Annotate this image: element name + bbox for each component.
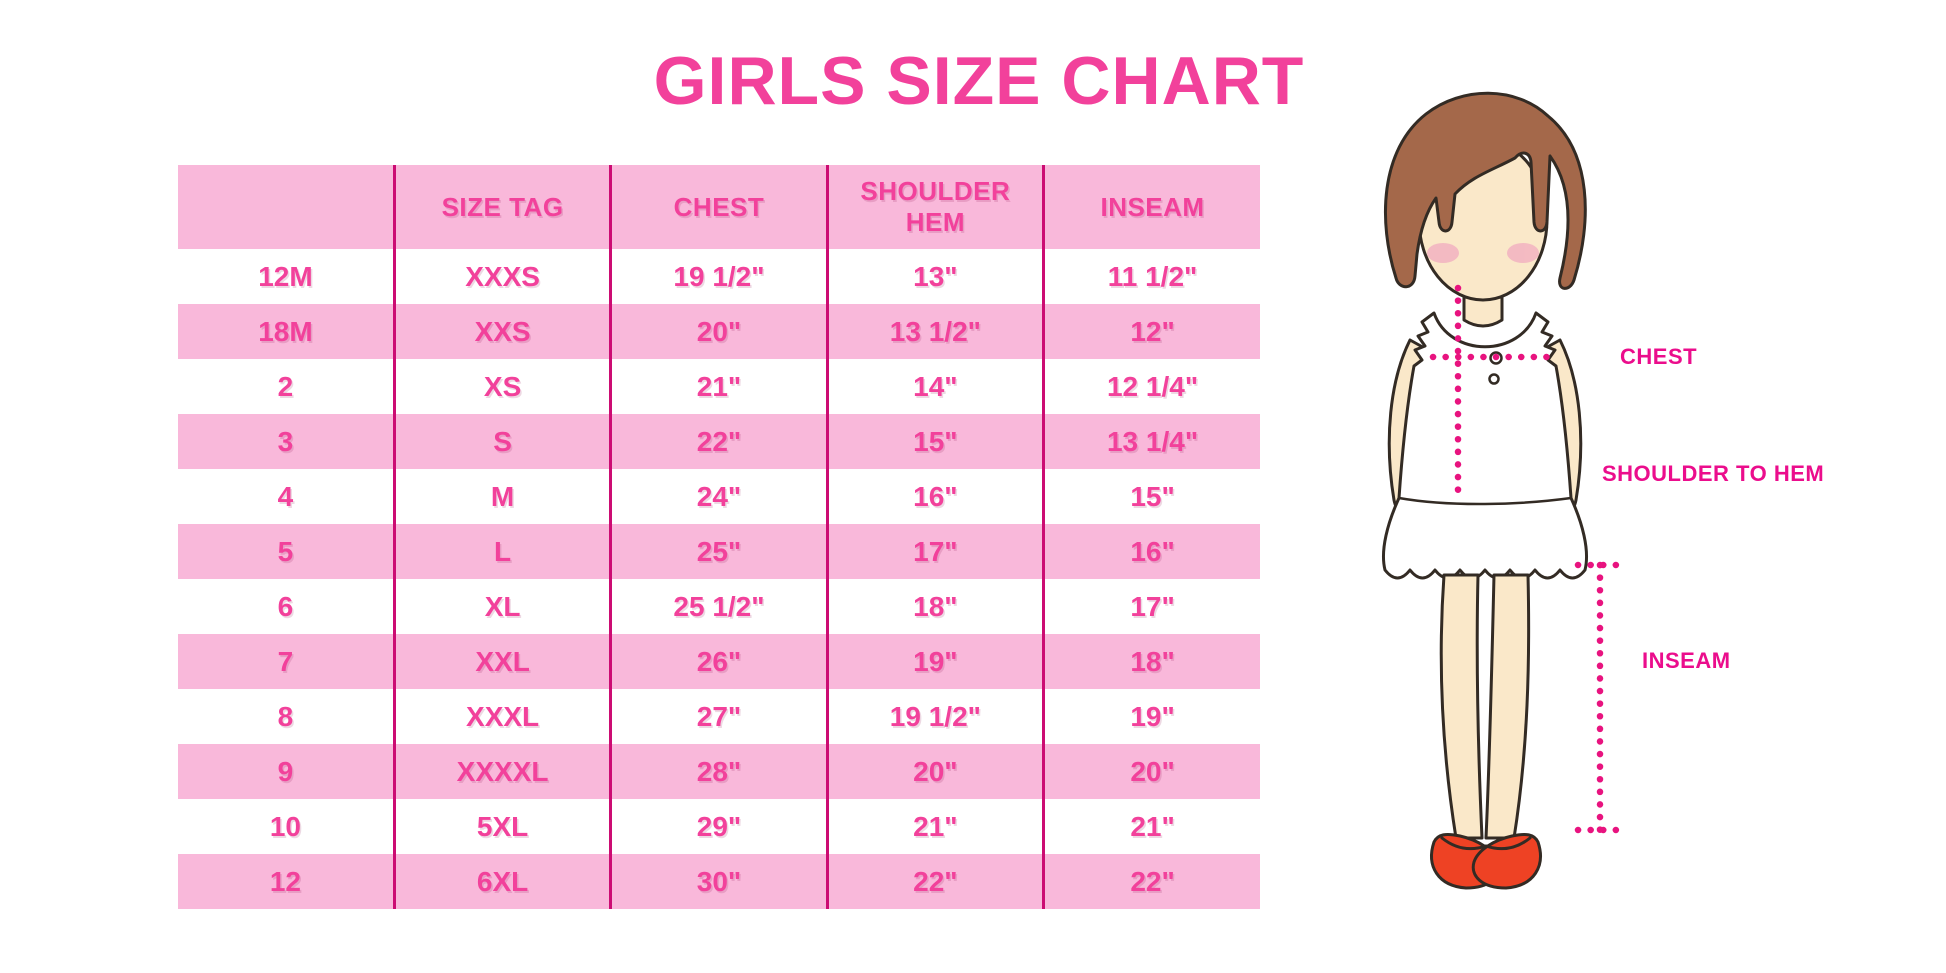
size-row: 9 XXXXL 28" 20" 20" [178, 744, 1260, 799]
waist-seam [1397, 496, 1573, 506]
table-cell: 11 1/2" [1042, 249, 1260, 304]
table-cell: 18" [825, 579, 1044, 634]
table-cell: XXS [392, 304, 611, 359]
table-cell: 3 [178, 414, 395, 469]
table-header-cell: INSEAM [1042, 165, 1260, 249]
table-cell: 30" [609, 854, 828, 909]
table-cell: 20" [825, 744, 1044, 799]
table-cell: 15" [1042, 469, 1260, 524]
legs [1439, 573, 1531, 840]
table-cell: 19 1/2" [609, 249, 828, 304]
table-cell: 16" [1042, 524, 1260, 579]
table-cell: 13" [825, 249, 1044, 304]
table-cell: 21" [609, 359, 828, 414]
size-row: 7 XXL 26" 19" 18" [178, 634, 1260, 689]
shoulder-to-hem-label: SHOULDER TO HEM [1602, 461, 1825, 486]
table-cell: 18M [178, 304, 395, 359]
table-cell: 24" [609, 469, 828, 524]
table-cell: 8 [277, 700, 294, 732]
table-cell: 4 [277, 480, 294, 512]
size-row: 5 L 25" 17" 16" [178, 524, 1260, 579]
table-cell: 6 [277, 590, 294, 622]
size-row: 10 5XL 29" 21" 21" [178, 799, 1260, 854]
inseam-label: INSEAM [1642, 648, 1731, 673]
table-cell: 28" [609, 744, 828, 799]
table-cell: 7 [178, 634, 395, 689]
table-cell: 21" [1042, 799, 1260, 854]
table-cell: 10 [269, 810, 302, 842]
table-cell: M [392, 469, 611, 524]
table-cell: 13 1/2" [825, 304, 1044, 359]
table-cell: 20" [609, 304, 828, 359]
table-cell: 19" [1042, 689, 1260, 744]
table-cell: 27" [609, 689, 828, 744]
cheeks [1427, 243, 1539, 263]
table-cell: 22" [1042, 854, 1260, 909]
size-row: 4 M 24" 16" 15" [178, 469, 1260, 524]
table-cell: 2 [277, 370, 294, 402]
table-cell: 19" [825, 634, 1044, 689]
page-title: GIRLS SIZE CHART [653, 43, 1305, 119]
size-table-header: SIZE TAG CHEST SHOULDER HEM INSEAM [178, 165, 1260, 249]
table-header-cell: CHEST [609, 165, 828, 249]
table-cell: 6XL [392, 854, 611, 909]
table-cell: 17" [825, 524, 1044, 579]
table-cell: 5XL [392, 799, 611, 854]
table-cell: 12M [258, 260, 313, 292]
table-cell: XXXL [392, 689, 611, 744]
table-cell: 22" [609, 414, 828, 469]
size-row: 12 6XL 30" 22" 22" [178, 854, 1260, 909]
table-cell: XXXXL [392, 744, 611, 799]
size-row: 6 XL 25 1/2" 18" 17" [178, 579, 1260, 634]
table-cell: 20" [1042, 744, 1260, 799]
table-cell: XXL [392, 634, 611, 689]
table-cell: L [392, 524, 611, 579]
table-header-cell: SIZE TAG [392, 165, 611, 249]
table-cell: 17" [1042, 579, 1260, 634]
size-table-body: 12M XXXS 19 1/2" 13" 11 1/2" 18M XXS 20" 13 1/2"… [178, 249, 1260, 909]
table-cell: 26" [609, 634, 828, 689]
table-cell: 25 1/2" [609, 579, 828, 634]
table-cell: 5 [178, 524, 395, 579]
table-cell: 22" [825, 854, 1044, 909]
table-cell: 19 1/2" [825, 689, 1044, 744]
size-row: 12M XXXS 19 1/2" 13" 11 1/2" [178, 249, 1260, 304]
table-cell: 18" [1042, 634, 1260, 689]
table-cell: 9 [178, 744, 395, 799]
size-row: 18M XXS 20" 13 1/2" 12" [178, 304, 1260, 359]
buttons [1488, 351, 1503, 385]
size-row: 2 XS 21" 14" 12 1/4" [178, 359, 1260, 414]
hair [1383, 91, 1587, 290]
table-cell: 12 1/4" [1042, 359, 1260, 414]
table-cell: 15" [825, 414, 1044, 469]
table-cell: 12" [1042, 304, 1260, 359]
size-row: 8 XXXL 27" 19 1/2" 19" [178, 689, 1260, 744]
table-cell: 16" [825, 469, 1044, 524]
table-cell: 29" [609, 799, 828, 854]
table-cell: 25" [609, 524, 828, 579]
shoes [1430, 832, 1542, 890]
table-cell: XS [392, 359, 611, 414]
table-cell: 21" [825, 799, 1044, 854]
table-cell: 14" [825, 359, 1044, 414]
table-cell: XL [392, 579, 611, 634]
table-cell: XXXS [392, 249, 611, 304]
girl-figure-svg [1381, 91, 1620, 890]
table-cell: 12 [178, 854, 395, 909]
header-row: SIZE TAG CHEST SHOULDER HEM INSEAM [178, 165, 1260, 249]
table-header-cell: SHOULDER HEM [825, 165, 1044, 249]
girl-illustration [1330, 70, 1890, 930]
size-table: SIZE TAG CHEST SHOULDER HEM INSEAM 12M XXXS 1… [178, 165, 1260, 909]
chest-label: CHEST [1620, 344, 1698, 369]
size-row: 3 S 22" 15" 13 1/4" [178, 414, 1260, 469]
table-header-cell [178, 165, 395, 249]
table-cell: S [392, 414, 611, 469]
table-cell: 13 1/4" [1042, 414, 1260, 469]
